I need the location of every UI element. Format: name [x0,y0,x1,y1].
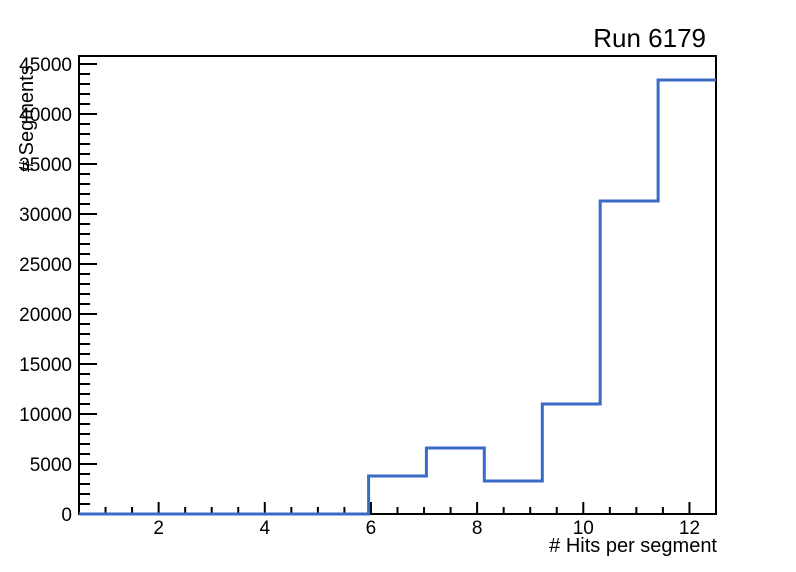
x-tick-label: 6 [366,518,377,539]
y-tick-label: 5000 [30,455,72,476]
axis-ticks [79,63,691,515]
y-tick-label: 30000 [19,205,72,226]
y-tick-label: 40000 [19,105,72,126]
y-tick-label: 15000 [19,355,72,376]
chart-title: Run 6179 [593,23,706,53]
y-tick-label: 0 [61,505,72,526]
y-tick-label: 20000 [19,305,72,326]
y-tick-label: 45000 [19,55,72,76]
y-tick-label: 10000 [19,405,72,426]
x-axis-title: # Hits per segment [549,535,717,557]
y-tick-label: 35000 [19,155,72,176]
x-tick-label: 2 [153,518,164,539]
y-axis-title: # Segments [16,65,38,172]
x-tick-label: 4 [260,518,271,539]
histogram-step-line [79,78,716,516]
plot-frame [78,55,717,515]
axis-tick-labels: 2 4 6 8 10 12 0 5000 10000 15000 20000 25000 30000 35… [19,55,700,539]
x-tick-label: 8 [472,518,483,539]
x-tick-label: 10 [573,518,594,539]
y-tick-label: 25000 [19,255,72,276]
x-tick-label: 12 [679,518,700,539]
